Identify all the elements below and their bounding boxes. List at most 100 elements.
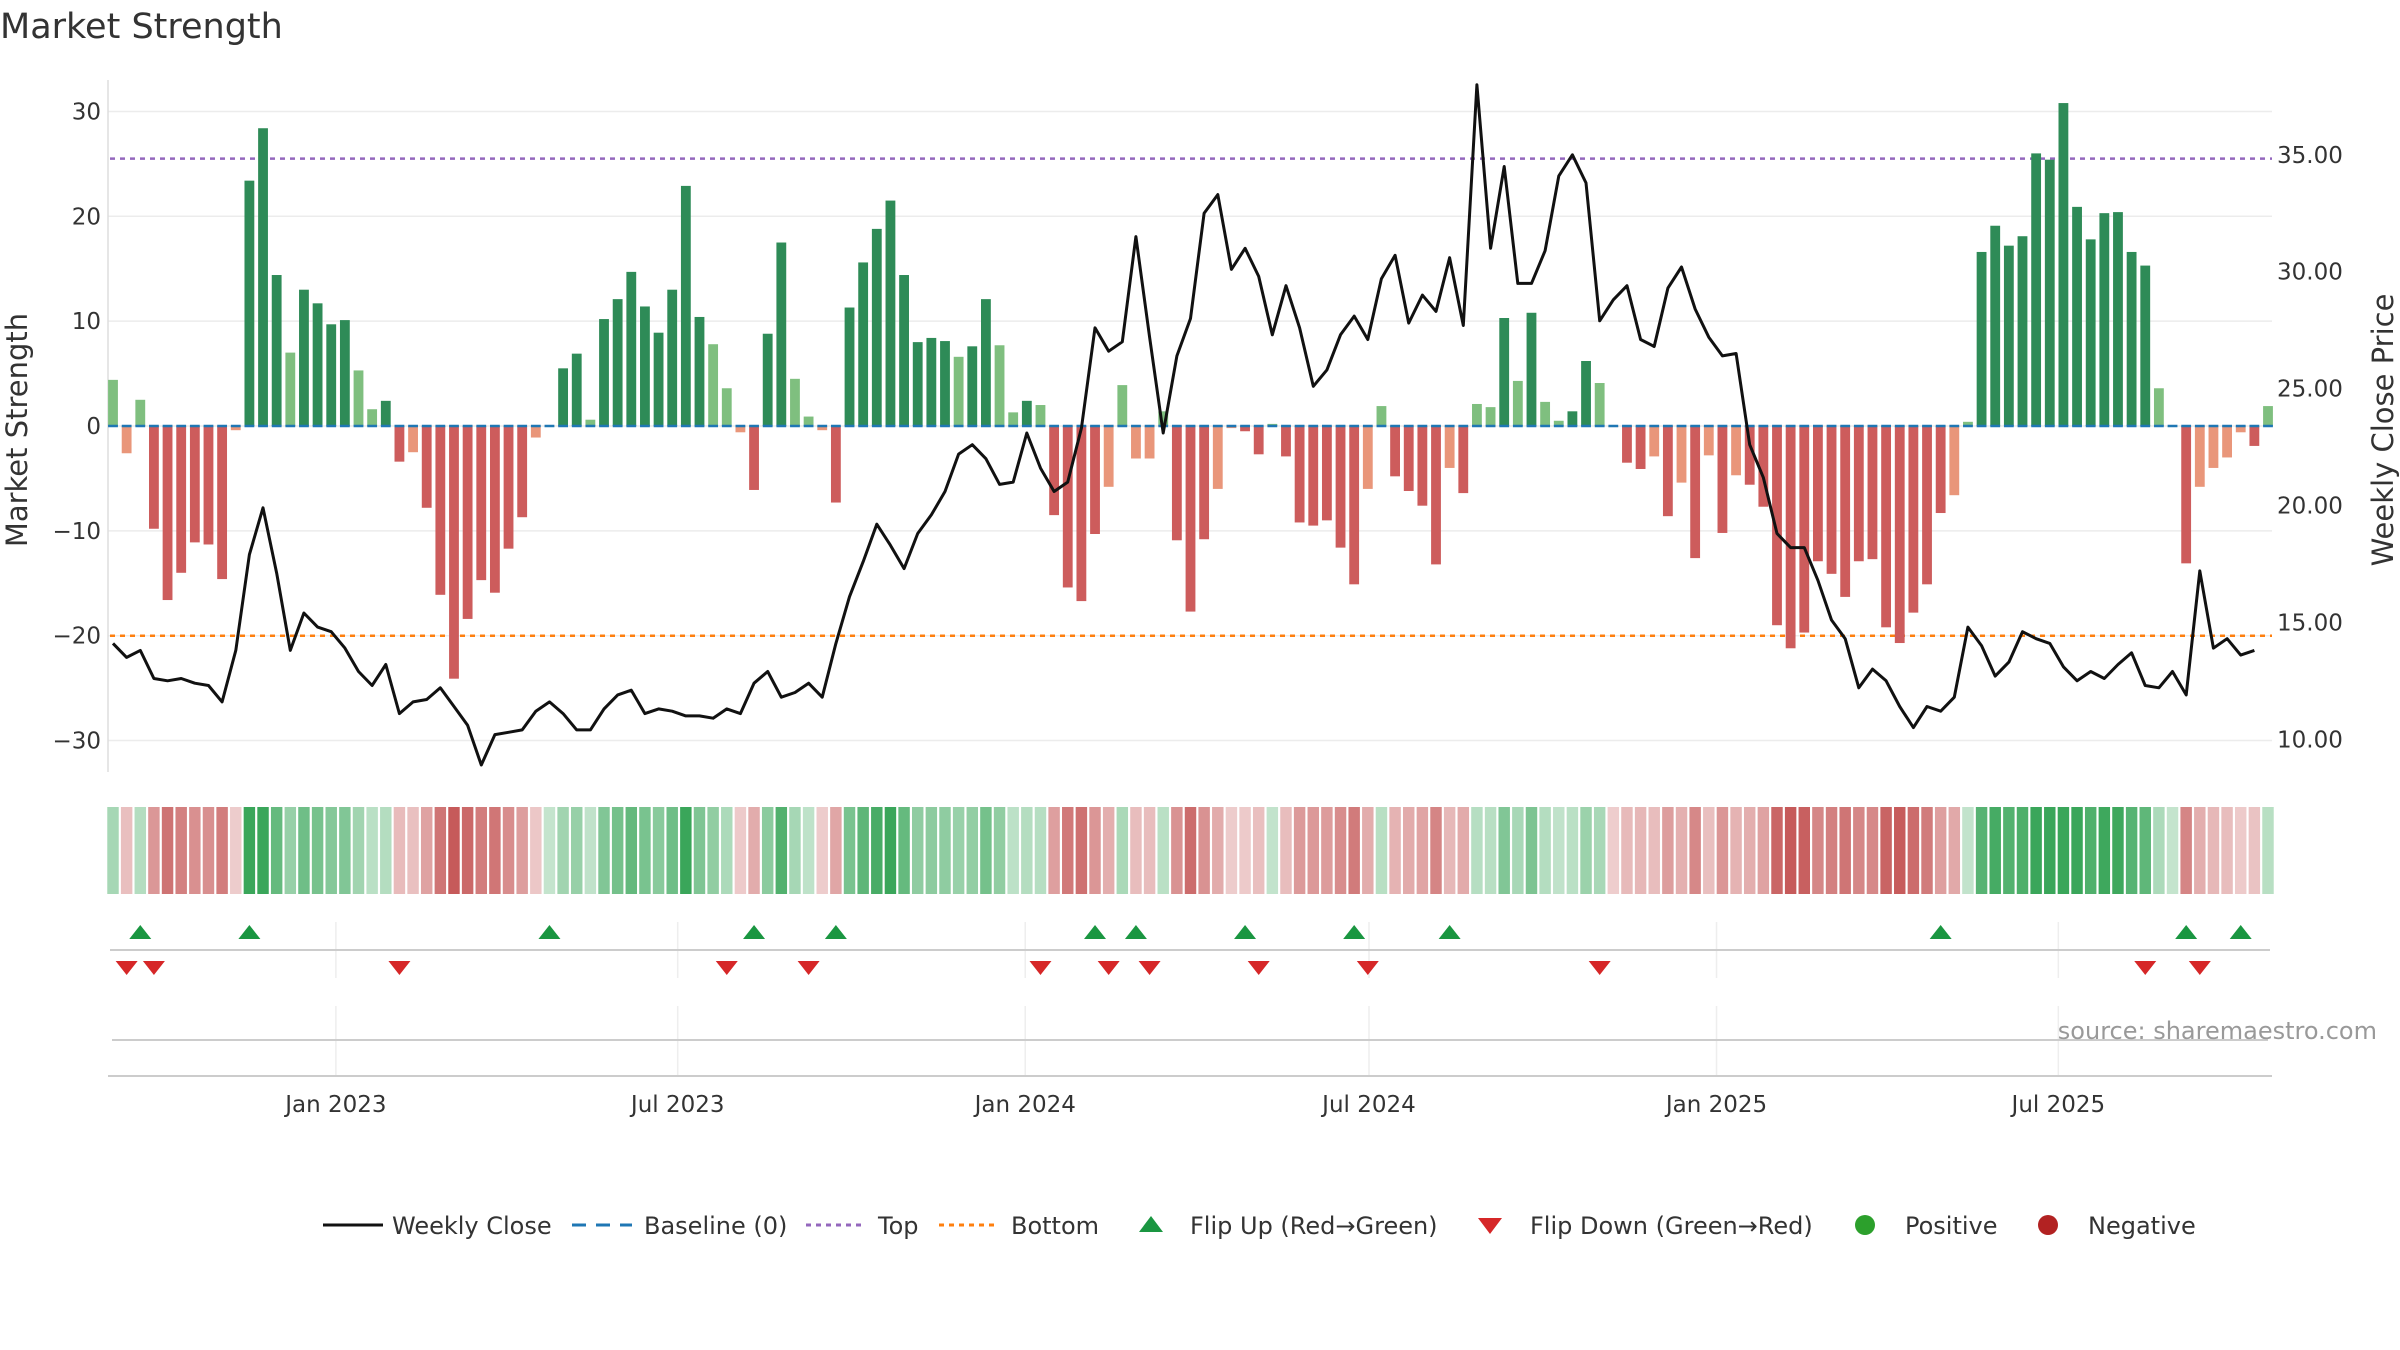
heat-cell	[1089, 807, 1101, 894]
flip-up-marker	[824, 925, 847, 939]
strength-bar	[462, 426, 473, 619]
strength-bar	[530, 426, 541, 438]
strength-bar	[435, 426, 446, 595]
strength-bar	[762, 333, 773, 426]
date-tick-label: Jan 2023	[283, 1092, 386, 1118]
strength-bar	[1035, 405, 1046, 426]
left-tick-label: 20	[72, 204, 101, 230]
heat-cell	[1580, 807, 1592, 894]
strength-bar	[953, 356, 964, 426]
heat-cell	[2057, 807, 2070, 894]
heat-cell	[1389, 807, 1401, 894]
heat-cell	[311, 807, 324, 894]
heat-cell	[2207, 807, 2220, 894]
strength-bar	[244, 180, 255, 426]
strength-bar	[149, 426, 159, 529]
flip-up-marker	[538, 925, 561, 939]
flip-down-marker	[1247, 961, 1270, 975]
strength-bar	[599, 319, 609, 426]
legend-flip-down: Flip Down (Green→Red)	[1478, 1212, 1813, 1240]
date-axis-ticks: Jan 2023 Jul 2023 Jan 2024 Jul 2024 Jan 2025…	[283, 1092, 2105, 1118]
heat-cell	[2248, 807, 2261, 894]
heat-cell	[734, 807, 747, 894]
legend-swatch	[1139, 1216, 1163, 1232]
strength-bar	[421, 426, 432, 508]
heat-cell	[148, 807, 160, 894]
flip-up-marker	[2175, 925, 2198, 939]
flip-up-marker	[129, 925, 152, 939]
strength-bar	[2235, 426, 2246, 433]
strength-bar	[1376, 406, 1387, 426]
flip-up-marker	[743, 925, 766, 939]
legend-swatch	[1478, 1218, 1502, 1234]
flip-up-marker	[1124, 925, 1147, 939]
heat-cell	[2125, 807, 2138, 894]
legend-bottom: Bottom	[939, 1212, 1099, 1240]
heat-cell	[1443, 807, 1456, 894]
heat-cell	[571, 807, 583, 894]
flip-down-marker	[2134, 961, 2157, 975]
strength-bar	[1294, 426, 1305, 523]
strength-bar	[885, 200, 896, 426]
strength-bar	[2222, 426, 2232, 458]
heat-cell	[802, 807, 815, 894]
strength-bar	[1731, 426, 1741, 476]
strength-bar	[135, 399, 146, 426]
heat-cell	[1539, 807, 1551, 894]
strength-bar	[2058, 103, 2069, 427]
legend-label: Bottom	[1011, 1212, 1099, 1240]
heat-cell	[1512, 807, 1524, 894]
strength-bar	[680, 185, 691, 426]
strength-bar	[394, 426, 405, 462]
strength-heat-strip	[107, 807, 2274, 894]
right-tick-label: 35.00	[2277, 143, 2343, 169]
strength-bar	[1281, 426, 1291, 457]
heat-cell	[284, 807, 297, 894]
left-tick-label: −10	[52, 519, 101, 545]
strength-bar	[1335, 426, 1346, 548]
heat-cell	[502, 807, 515, 894]
strength-bar	[1553, 420, 1564, 426]
heat-cell	[2153, 807, 2165, 894]
strength-bar	[694, 316, 705, 426]
heat-cell	[625, 807, 638, 894]
heat-cell	[693, 807, 706, 894]
strength-bar	[2208, 426, 2219, 468]
strength-bar	[203, 426, 214, 545]
strength-bar	[1021, 400, 1032, 426]
legend-top: Top	[806, 1212, 919, 1240]
heat-cell	[2044, 807, 2056, 894]
date-tick-label: Jul 2025	[2010, 1092, 2106, 1118]
strength-bar	[626, 271, 637, 426]
heat-cell	[475, 807, 487, 894]
strength-bar	[1567, 411, 1578, 426]
strength-bar	[844, 307, 855, 426]
strength-bar	[1090, 426, 1100, 534]
heat-cell	[380, 807, 392, 894]
strength-bar	[1703, 426, 1714, 456]
heat-cell	[1989, 807, 2001, 894]
heat-cell	[1921, 807, 1933, 894]
strength-bar	[1444, 426, 1455, 468]
heat-cell	[1457, 807, 1470, 894]
heat-cell	[393, 807, 406, 894]
heat-cell	[1416, 807, 1429, 894]
heat-cell	[2030, 807, 2042, 894]
heat-cell	[352, 807, 365, 894]
flip-down-marker	[1029, 961, 1052, 975]
heat-cell	[2194, 807, 2206, 894]
legend-label: Flip Down (Green→Red)	[1530, 1212, 1813, 1240]
heat-cell	[1730, 807, 1742, 894]
strength-bar	[612, 299, 623, 426]
heat-cell	[1184, 807, 1197, 894]
strength-bar	[899, 275, 909, 426]
heat-cell	[1771, 807, 1783, 894]
strength-bar	[1744, 426, 1755, 485]
legend-label: Positive	[1905, 1212, 1998, 1240]
heat-cell	[789, 807, 801, 894]
heat-cell	[980, 807, 992, 894]
heat-cell	[652, 807, 665, 894]
flip-up-marker	[238, 925, 261, 939]
strength-bar	[2085, 239, 2096, 426]
heat-cell	[516, 807, 528, 894]
